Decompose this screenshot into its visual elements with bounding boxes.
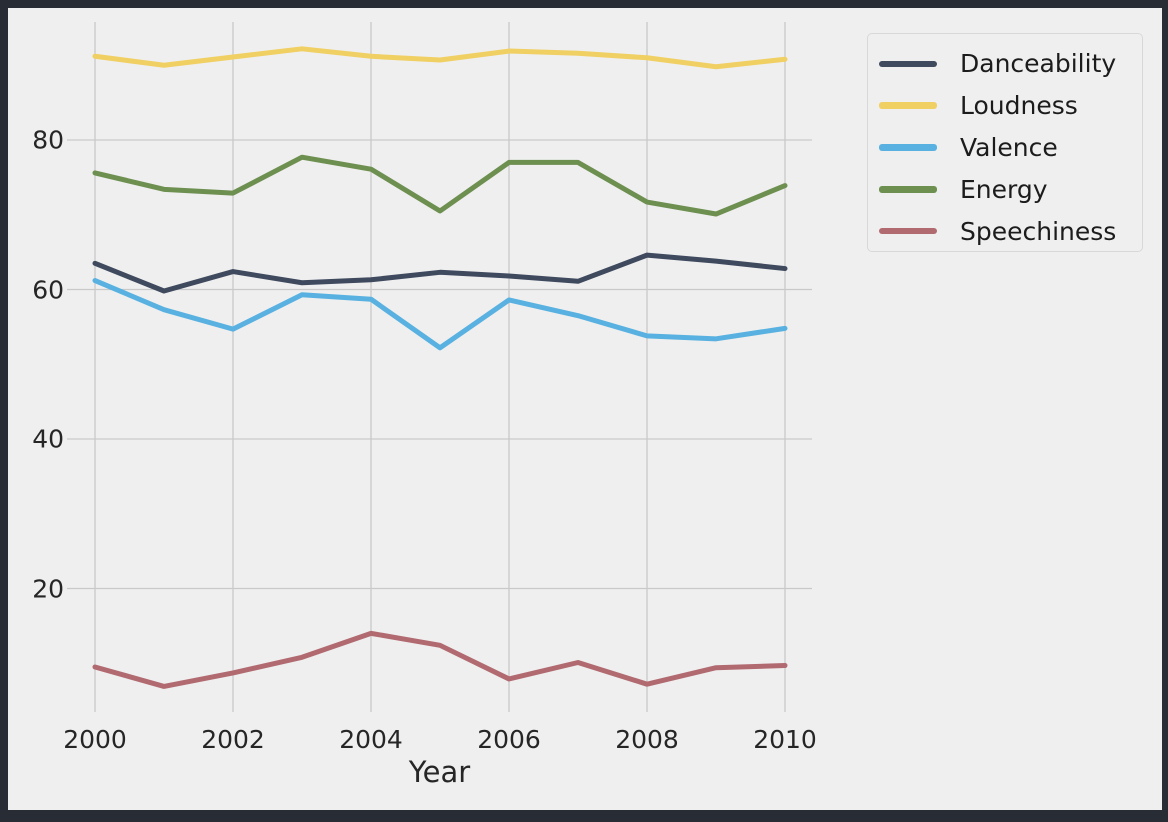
series-line-danceability: [92, 252, 788, 294]
x-tick-label-2004: 2004: [339, 725, 403, 754]
legend-swatch-icon: [879, 186, 937, 193]
x-axis-title: Year: [408, 755, 471, 789]
legend-item-valence: Valence: [868, 127, 1142, 169]
series-line-speechiness: [92, 630, 788, 689]
legend-swatch-icon: [879, 144, 937, 151]
legend-label: Speechiness: [960, 216, 1117, 246]
legend-box: Danceability Loudness Valence Energy Speechi…: [867, 33, 1143, 252]
x-tick-label-2000: 2000: [63, 725, 127, 754]
x-tick-label-2006: 2006: [477, 725, 541, 754]
y-tick-label-60: 60: [32, 275, 64, 304]
y-tick-label-40: 40: [32, 424, 64, 454]
legend-label: Energy: [960, 174, 1048, 204]
legend-swatch-icon: [879, 60, 937, 68]
legend-item-danceability: Danceability: [868, 43, 1142, 85]
legend-label: Loudness: [960, 91, 1078, 121]
legend-swatch-icon: [879, 227, 937, 235]
series-line-loudness: [92, 46, 788, 70]
legend-item-loudness: Loudness: [868, 85, 1142, 127]
legend-item-energy: Energy: [868, 168, 1142, 210]
legend-item-speechiness: Speechiness: [868, 210, 1142, 252]
y-tick-label-20: 20: [32, 574, 64, 603]
series-line-valence: [92, 278, 788, 351]
series-line-energy: [92, 154, 788, 217]
legend-label: Danceability: [960, 49, 1117, 79]
x-tick-label-2002: 2002: [201, 725, 265, 754]
y-tick-label-80: 80: [32, 125, 64, 155]
legend-label: Valence: [960, 132, 1058, 162]
x-tick-label-2008: 2008: [615, 725, 679, 754]
x-tick-label-2010: 2010: [753, 725, 817, 754]
legend-swatch-icon: [879, 102, 937, 109]
